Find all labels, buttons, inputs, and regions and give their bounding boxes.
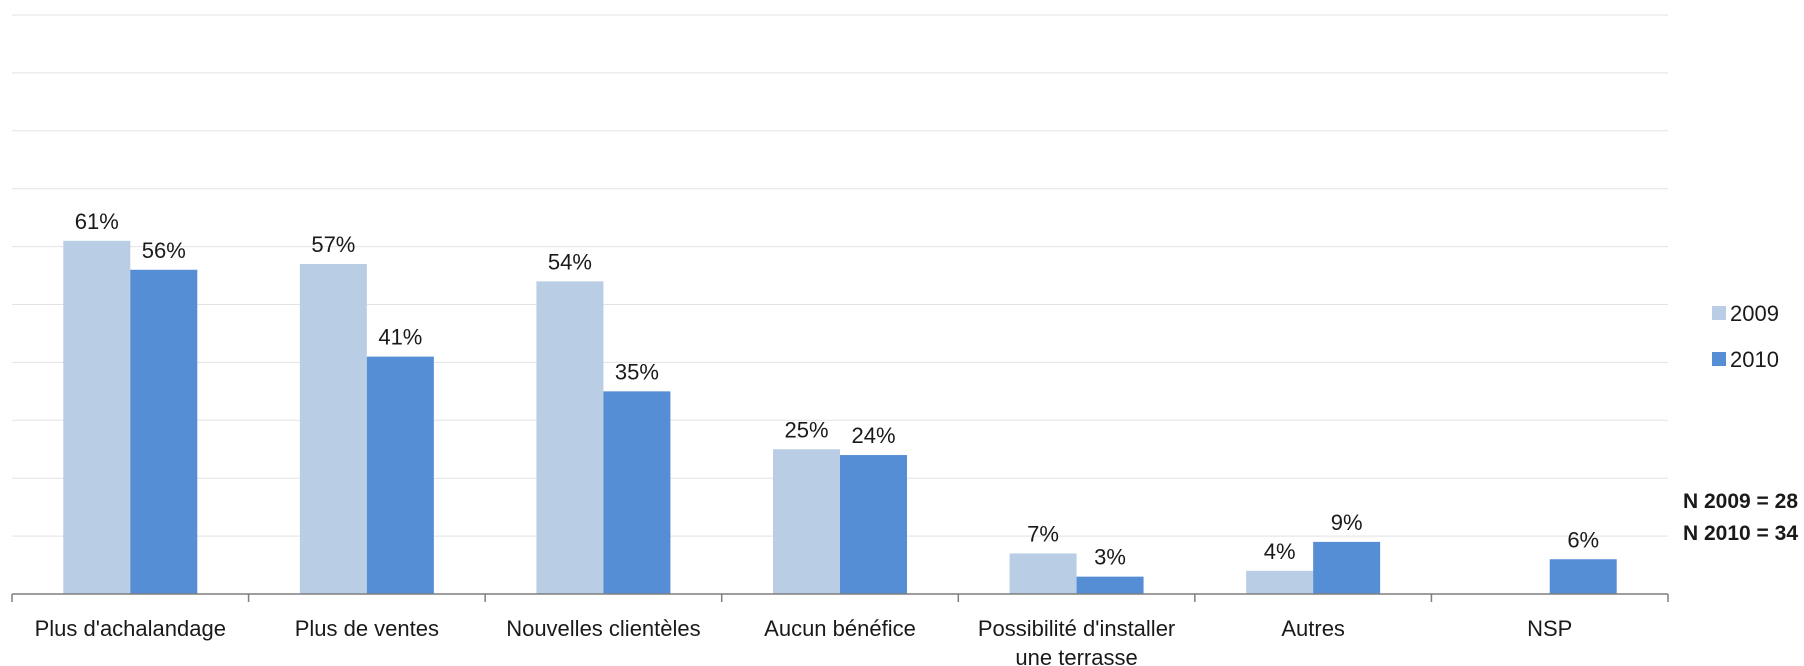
x-tick-label-3: Aucun bénéfice [764, 616, 916, 641]
data-labels: 61% 57% 54% 25% 7% 4% 56% 41% 35% 24% 3% 9% 6% [75, 209, 1599, 570]
x-tick-label-6: NSP [1527, 616, 1572, 641]
data-label-2009-0: 61% [75, 209, 119, 234]
data-label-2010-6: 6% [1567, 527, 1599, 552]
data-label-2010-3: 24% [851, 423, 895, 448]
data-label-2010-4: 3% [1094, 545, 1126, 570]
data-label-2009-4: 7% [1027, 521, 1059, 546]
x-tick-label-2: Nouvelles clientèles [506, 616, 700, 641]
note-n-2009: N 2009 = 28 [1683, 490, 1798, 513]
note-n-2010: N 2010 = 34 [1683, 522, 1798, 545]
bars [63, 240, 1617, 594]
legend-label-2010: 2010 [1730, 347, 1779, 372]
bar-2009-4 [1009, 553, 1077, 594]
x-tick-label-5: Autres [1281, 616, 1345, 641]
bar-2010-5 [1313, 541, 1381, 594]
bar-2009-3 [773, 449, 840, 594]
bar-2010-2 [603, 391, 671, 594]
bar-2010-1 [366, 356, 434, 594]
data-label-2009-5: 4% [1264, 539, 1296, 564]
legend-swatch-2010 [1712, 352, 1726, 366]
x-tick-label-1: Plus de ventes [295, 616, 439, 641]
data-label-2009-2: 54% [548, 249, 592, 274]
bar-2009-5 [1246, 570, 1314, 594]
x-tick-label-4: Possibilité d'installer une terrasse [978, 616, 1175, 666]
gridlines [12, 14, 1668, 537]
legend: 2009 2010 [1712, 301, 1779, 372]
data-label-2010-0: 56% [142, 238, 186, 263]
sample-size-notes: N 2009 = 28 N 2010 = 34 [1683, 490, 1798, 545]
bar-2010-0 [130, 269, 198, 594]
x-axis [11, 593, 1669, 602]
x-tick-labels: Plus d'achalandage Plus de ventes Nouvelle… [35, 616, 1573, 666]
bar-2009-0 [63, 240, 131, 594]
data-label-2010-2: 35% [615, 359, 659, 384]
legend-label-2009: 2009 [1730, 301, 1779, 326]
bar-2009-1 [299, 263, 367, 594]
data-label-2010-1: 41% [378, 325, 422, 350]
bar-2010-4 [1076, 576, 1144, 594]
data-label-2009-3: 25% [784, 417, 828, 442]
legend-swatch-2009 [1712, 306, 1726, 320]
data-label-2009-1: 57% [311, 232, 355, 257]
x-tick-label-0: Plus d'achalandage [35, 616, 226, 641]
bar-2009-2 [536, 281, 604, 594]
bar-2010-6 [1549, 559, 1617, 594]
bar-2010-3 [840, 455, 907, 594]
data-label-2010-5: 9% [1331, 510, 1363, 535]
